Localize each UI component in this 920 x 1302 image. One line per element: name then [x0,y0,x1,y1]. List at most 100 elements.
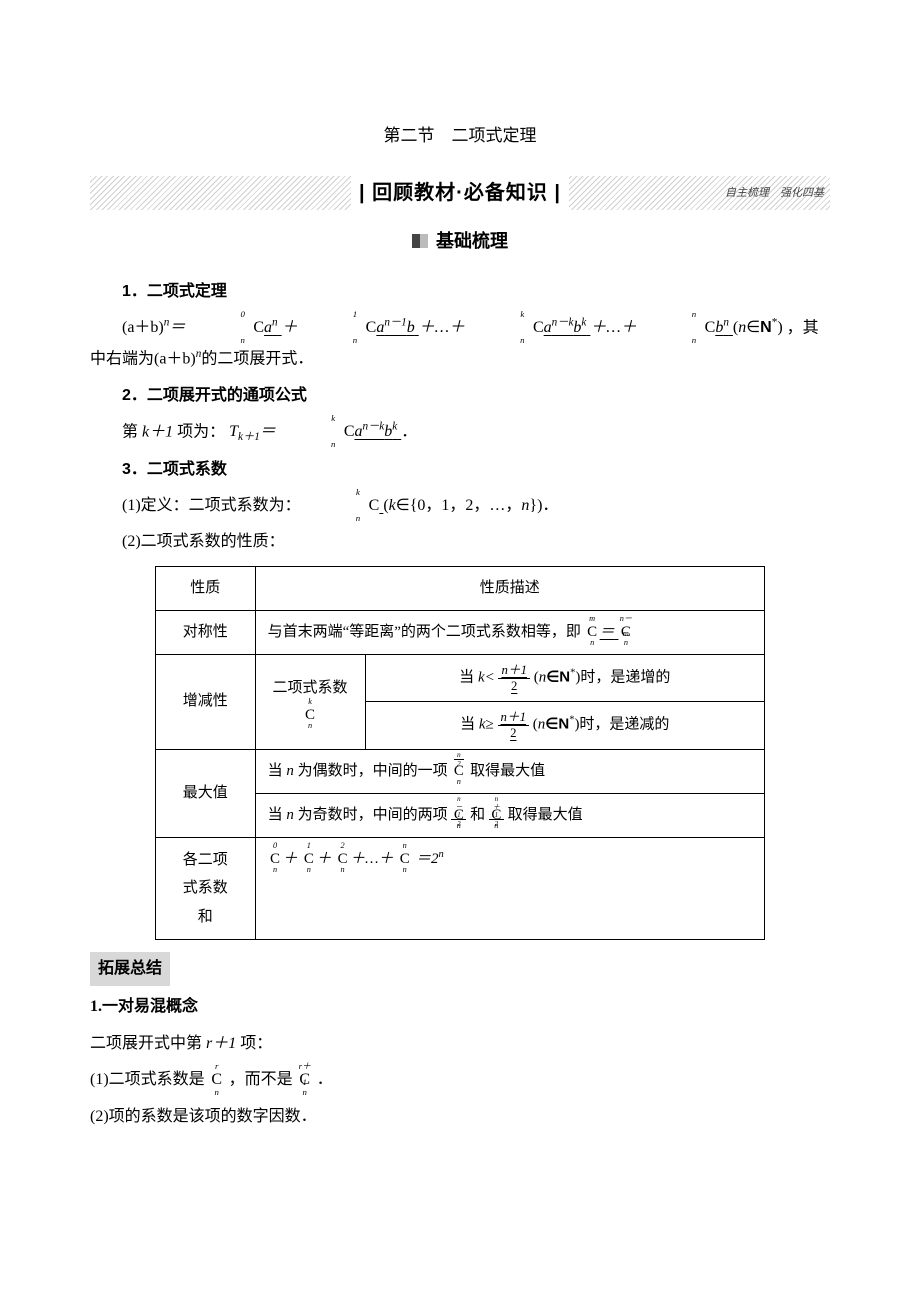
plus: ＋ [419,319,435,336]
c1-sup: 1 [302,306,377,323]
sub: n [303,719,318,734]
ext-heading: 1.一对易混概念 [90,992,830,1022]
in: ∈ [746,319,760,336]
banner-label: | 回顾教材·必备知识 | [351,174,569,212]
row-sum-name: 各二项 式系数 和 [156,837,256,940]
banner-right: 自主梳理 强化四基 [725,183,824,204]
formula-1: (a＋b)n＝ 0Cnan ＋ 1Cnan－1b ＋…＋ kCnan－kbk ＋… [90,313,830,374]
plus: ＋ [590,319,606,336]
exp: n－k [362,421,384,433]
plus: ＋ [621,319,637,336]
para-3-2: (2)二项式系数的性质： [90,527,830,557]
row-max-odd: 当 n 为奇数时，中间的两项 n－12Cn 和 n＋12Cn 取得最大值 [255,793,764,837]
den: 2 [498,679,530,694]
den: 2 [454,760,464,769]
text: 二项展开式中第 [90,1035,206,1052]
row-monotone-inc: 当 k< n＋12 (n∈N*)时，是递增的 [365,654,764,701]
c0-sup: 0 [189,306,264,323]
c-sub: n [469,332,544,349]
sub: n [585,636,600,651]
sub: n [618,636,633,651]
row-monotone-col2: 二项式系数 kCn [255,654,365,749]
lt: < [485,669,495,685]
text: 当 [268,763,287,779]
paren: ) [777,319,782,336]
dots: … [435,319,449,336]
set: ∈N [546,668,570,685]
sub: n [268,863,283,878]
sub: n [489,819,504,834]
exp: n－1 [384,317,406,329]
plus: ＋ [350,851,365,867]
row-sum-desc: 0Cn＋ 1Cn＋ 2Cn＋…＋ nCn ＝2n [255,837,764,940]
k: k [389,497,396,514]
sub: n [297,1084,313,1101]
close: })． [529,497,558,514]
plus: ＋ [378,851,393,867]
k1: k＋1 [142,423,173,440]
text: 当 [268,807,287,823]
n: n [286,807,294,823]
dots: … [606,319,620,336]
th-1: 性质 [156,566,256,610]
num: n＋1 [498,663,530,679]
sup: k [305,484,380,501]
sub-label: 基础梳理 [436,231,508,251]
ext-line-0: 二项展开式中第 r＋1 项： [90,1029,830,1059]
sup: m [585,612,600,627]
sub-banner: 基础梳理 [90,224,830,258]
exp: n－k [552,317,574,329]
sub: n [280,436,355,453]
para-3-1: (1)定义：二项式系数为： kCn (k∈{0，1，2，…，n})． [90,491,830,521]
sub: n [335,863,350,878]
cn-sup: n [641,306,716,323]
text: )时，是递增的 [575,669,670,685]
text: 为偶数时，中间的一项 [294,763,448,779]
formula-2: 第 k＋1 项为： Tk＋1＝ kCnan－kbk ． [90,417,830,449]
text: 项： [236,1035,272,1052]
Tsub: k＋1 [238,431,260,443]
row-max-name: 最大值 [156,749,256,837]
eq2n: ＝2 [416,851,439,867]
tail2: 的二项展开式． [201,350,313,367]
th-2: 性质描述 [255,566,764,610]
row-monotone-dec: 当 k≥ n＋12 (n∈N*)时，是递减的 [365,702,764,749]
plus: ＋ [316,851,331,867]
plus: ＋ [449,319,465,336]
text: 与首末两端“等距离”的两个二项式系数相等，即 [268,624,581,640]
heading-1: 1．二项式定理 [90,277,830,307]
plus: ＋ [283,851,298,867]
text: (1)二项式系数是 [90,1071,209,1088]
section-title: 第二节 二项式定理 [90,120,830,152]
text: (1)定义：二项式系数为： [122,497,301,514]
text: 为奇数时，中间的两项 [294,807,448,823]
sub: n [451,819,466,834]
ext-line-1: (1)二项式系数是 rCn ，而不是 r＋1Cn ． [90,1065,830,1095]
text: 项为： [173,423,225,440]
text: 各二项 [183,852,228,868]
row-monotone-name: 增减性 [156,654,256,749]
row-symmetry-name: 对称性 [156,610,256,654]
text: ∈{0，1，2，…， [396,497,522,514]
sub: n [209,1084,225,1101]
sup: r [209,1058,225,1075]
row-symmetry-desc: 与首末两端“等距离”的两个二项式系数相等，即 mCn＝ n－mCn [255,610,764,654]
set: ∈N [545,716,569,733]
text: 取得最大值 [508,807,583,823]
row-max-even: 当 n 为偶数时，中间的一项 n2Cn 取得最大值 [255,749,764,793]
c-sub: n [189,332,264,349]
eq: ＝ [260,423,276,440]
properties-table: 性质 性质描述 对称性 与首末两端“等距离”的两个二项式系数相等，即 mCn＝ … [155,566,765,940]
num: n＋1 [498,710,530,726]
text: 1.一对易混概念 [90,998,198,1015]
c-sub: n [641,332,716,349]
set: N [760,319,772,336]
text: 第 [122,423,142,440]
banner: | 回顾教材·必备知识 | 自主梳理 强化四基 [90,176,830,210]
text: ，而不是 [229,1071,297,1088]
text: 和 [198,909,213,925]
dots: … [365,851,378,867]
sup: k [280,410,355,427]
table-row: 增减性 二项式系数 kCn 当 k< n＋12 (n∈N*)时，是递增的 [156,654,765,701]
plus: ＋ [282,319,298,336]
